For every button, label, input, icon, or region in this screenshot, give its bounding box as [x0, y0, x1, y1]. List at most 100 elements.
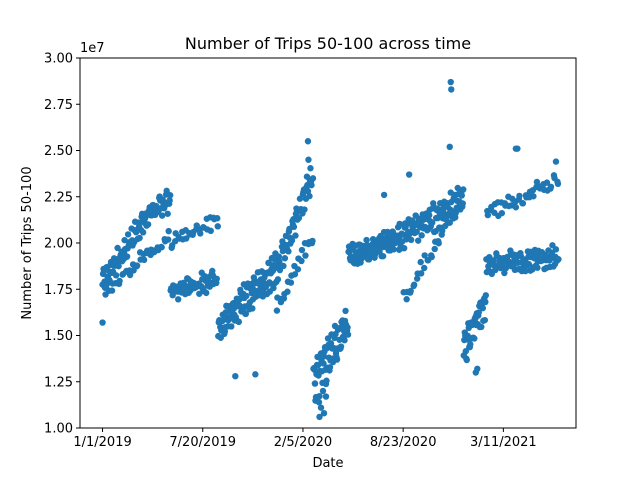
data-point: [320, 353, 328, 360]
data-point: [428, 253, 435, 261]
data-point: [316, 413, 323, 421]
y-offset-label: 1e7: [80, 41, 105, 56]
data-point: [133, 262, 141, 269]
data-point: [273, 307, 281, 314]
y-tick-label: 1.50: [44, 329, 73, 344]
data-point: [448, 86, 455, 93]
data-point: [379, 252, 387, 260]
data-point: [417, 258, 424, 266]
y-tick-label: 2.50: [44, 144, 73, 159]
data-point: [235, 318, 243, 326]
data-point: [243, 292, 250, 300]
data-point: [514, 145, 521, 152]
data-point: [213, 275, 220, 282]
data-point: [431, 245, 438, 253]
data-point: [108, 287, 116, 294]
data-point: [554, 180, 562, 188]
data-point: [158, 244, 165, 251]
data-point: [426, 212, 433, 219]
data-point: [290, 223, 298, 231]
data-point: [317, 404, 325, 411]
data-point: [249, 305, 256, 312]
x-tick-label: 8/23/2020: [370, 435, 437, 450]
data-point: [232, 373, 239, 380]
data-point: [287, 279, 295, 286]
data-point: [214, 215, 221, 222]
data-point: [291, 271, 299, 278]
data-point: [309, 237, 316, 245]
data-point: [292, 232, 299, 239]
data-point: [296, 195, 304, 202]
data-point: [463, 356, 470, 364]
data-point: [126, 271, 134, 279]
data-point: [384, 228, 391, 236]
y-axis-label: Number of Trips 50-100: [20, 166, 35, 319]
data-point: [203, 289, 210, 297]
y-tick-label: 2.00: [44, 237, 73, 252]
data-point: [344, 324, 351, 331]
data-point: [306, 192, 313, 200]
data-point: [421, 252, 428, 259]
data-point: [323, 377, 330, 384]
data-point: [139, 229, 147, 236]
y-tick-label: 1.00: [44, 422, 73, 437]
data-point: [242, 310, 250, 318]
data-point: [163, 187, 170, 195]
data-point: [413, 275, 421, 282]
data-point: [295, 214, 303, 222]
data-point: [124, 231, 132, 238]
data-point: [116, 277, 123, 285]
x-axis-label: Date: [312, 456, 343, 471]
data-point: [197, 230, 204, 237]
data-point: [490, 257, 497, 264]
data-point: [512, 204, 520, 211]
data-point: [498, 209, 506, 217]
data-point: [320, 360, 327, 367]
data-point: [501, 269, 508, 277]
x-tick-label: 2/5/2020: [274, 435, 332, 450]
y-axis: 1.00 1.25 1.50 1.75 2.00 2.25 2.50 2.75 3.00: [44, 52, 80, 437]
y-tick-label: 3.00: [44, 52, 73, 67]
data-point: [99, 319, 106, 326]
data-point: [458, 192, 465, 199]
data-point: [298, 257, 305, 265]
data-point: [407, 287, 414, 295]
data-point: [114, 244, 121, 252]
data-point: [396, 220, 403, 228]
data-point: [314, 361, 322, 369]
data-point: [552, 246, 560, 253]
data-point: [326, 364, 334, 371]
data-point: [342, 307, 349, 315]
data-point: [112, 272, 120, 279]
data-point: [533, 178, 541, 186]
data-point: [165, 227, 172, 235]
data-point: [316, 392, 323, 400]
data-point: [481, 316, 489, 324]
data-point: [446, 143, 453, 150]
data-point: [304, 188, 312, 195]
data-point: [475, 309, 482, 316]
data-point: [158, 212, 166, 219]
data-point: [403, 296, 410, 303]
data-point: [136, 234, 143, 242]
data-point: [207, 227, 214, 235]
data-point: [482, 292, 490, 299]
data-point: [311, 380, 319, 387]
y-tick-label: 1.75: [44, 283, 73, 298]
data-point: [288, 237, 296, 244]
data-point: [333, 356, 341, 363]
x-tick-label: 1/1/2019: [73, 435, 131, 450]
data-point: [522, 267, 529, 275]
y-tick-label: 2.75: [44, 98, 73, 113]
data-point: [302, 252, 309, 259]
data-point: [337, 343, 345, 350]
data-point: [446, 219, 453, 226]
data-point: [479, 304, 487, 312]
data-point: [420, 264, 428, 272]
data-point: [252, 371, 259, 378]
x-tick-label: 3/11/2021: [470, 435, 537, 450]
data-point: [460, 186, 467, 193]
data-point: [115, 262, 122, 270]
data-point: [363, 236, 370, 244]
